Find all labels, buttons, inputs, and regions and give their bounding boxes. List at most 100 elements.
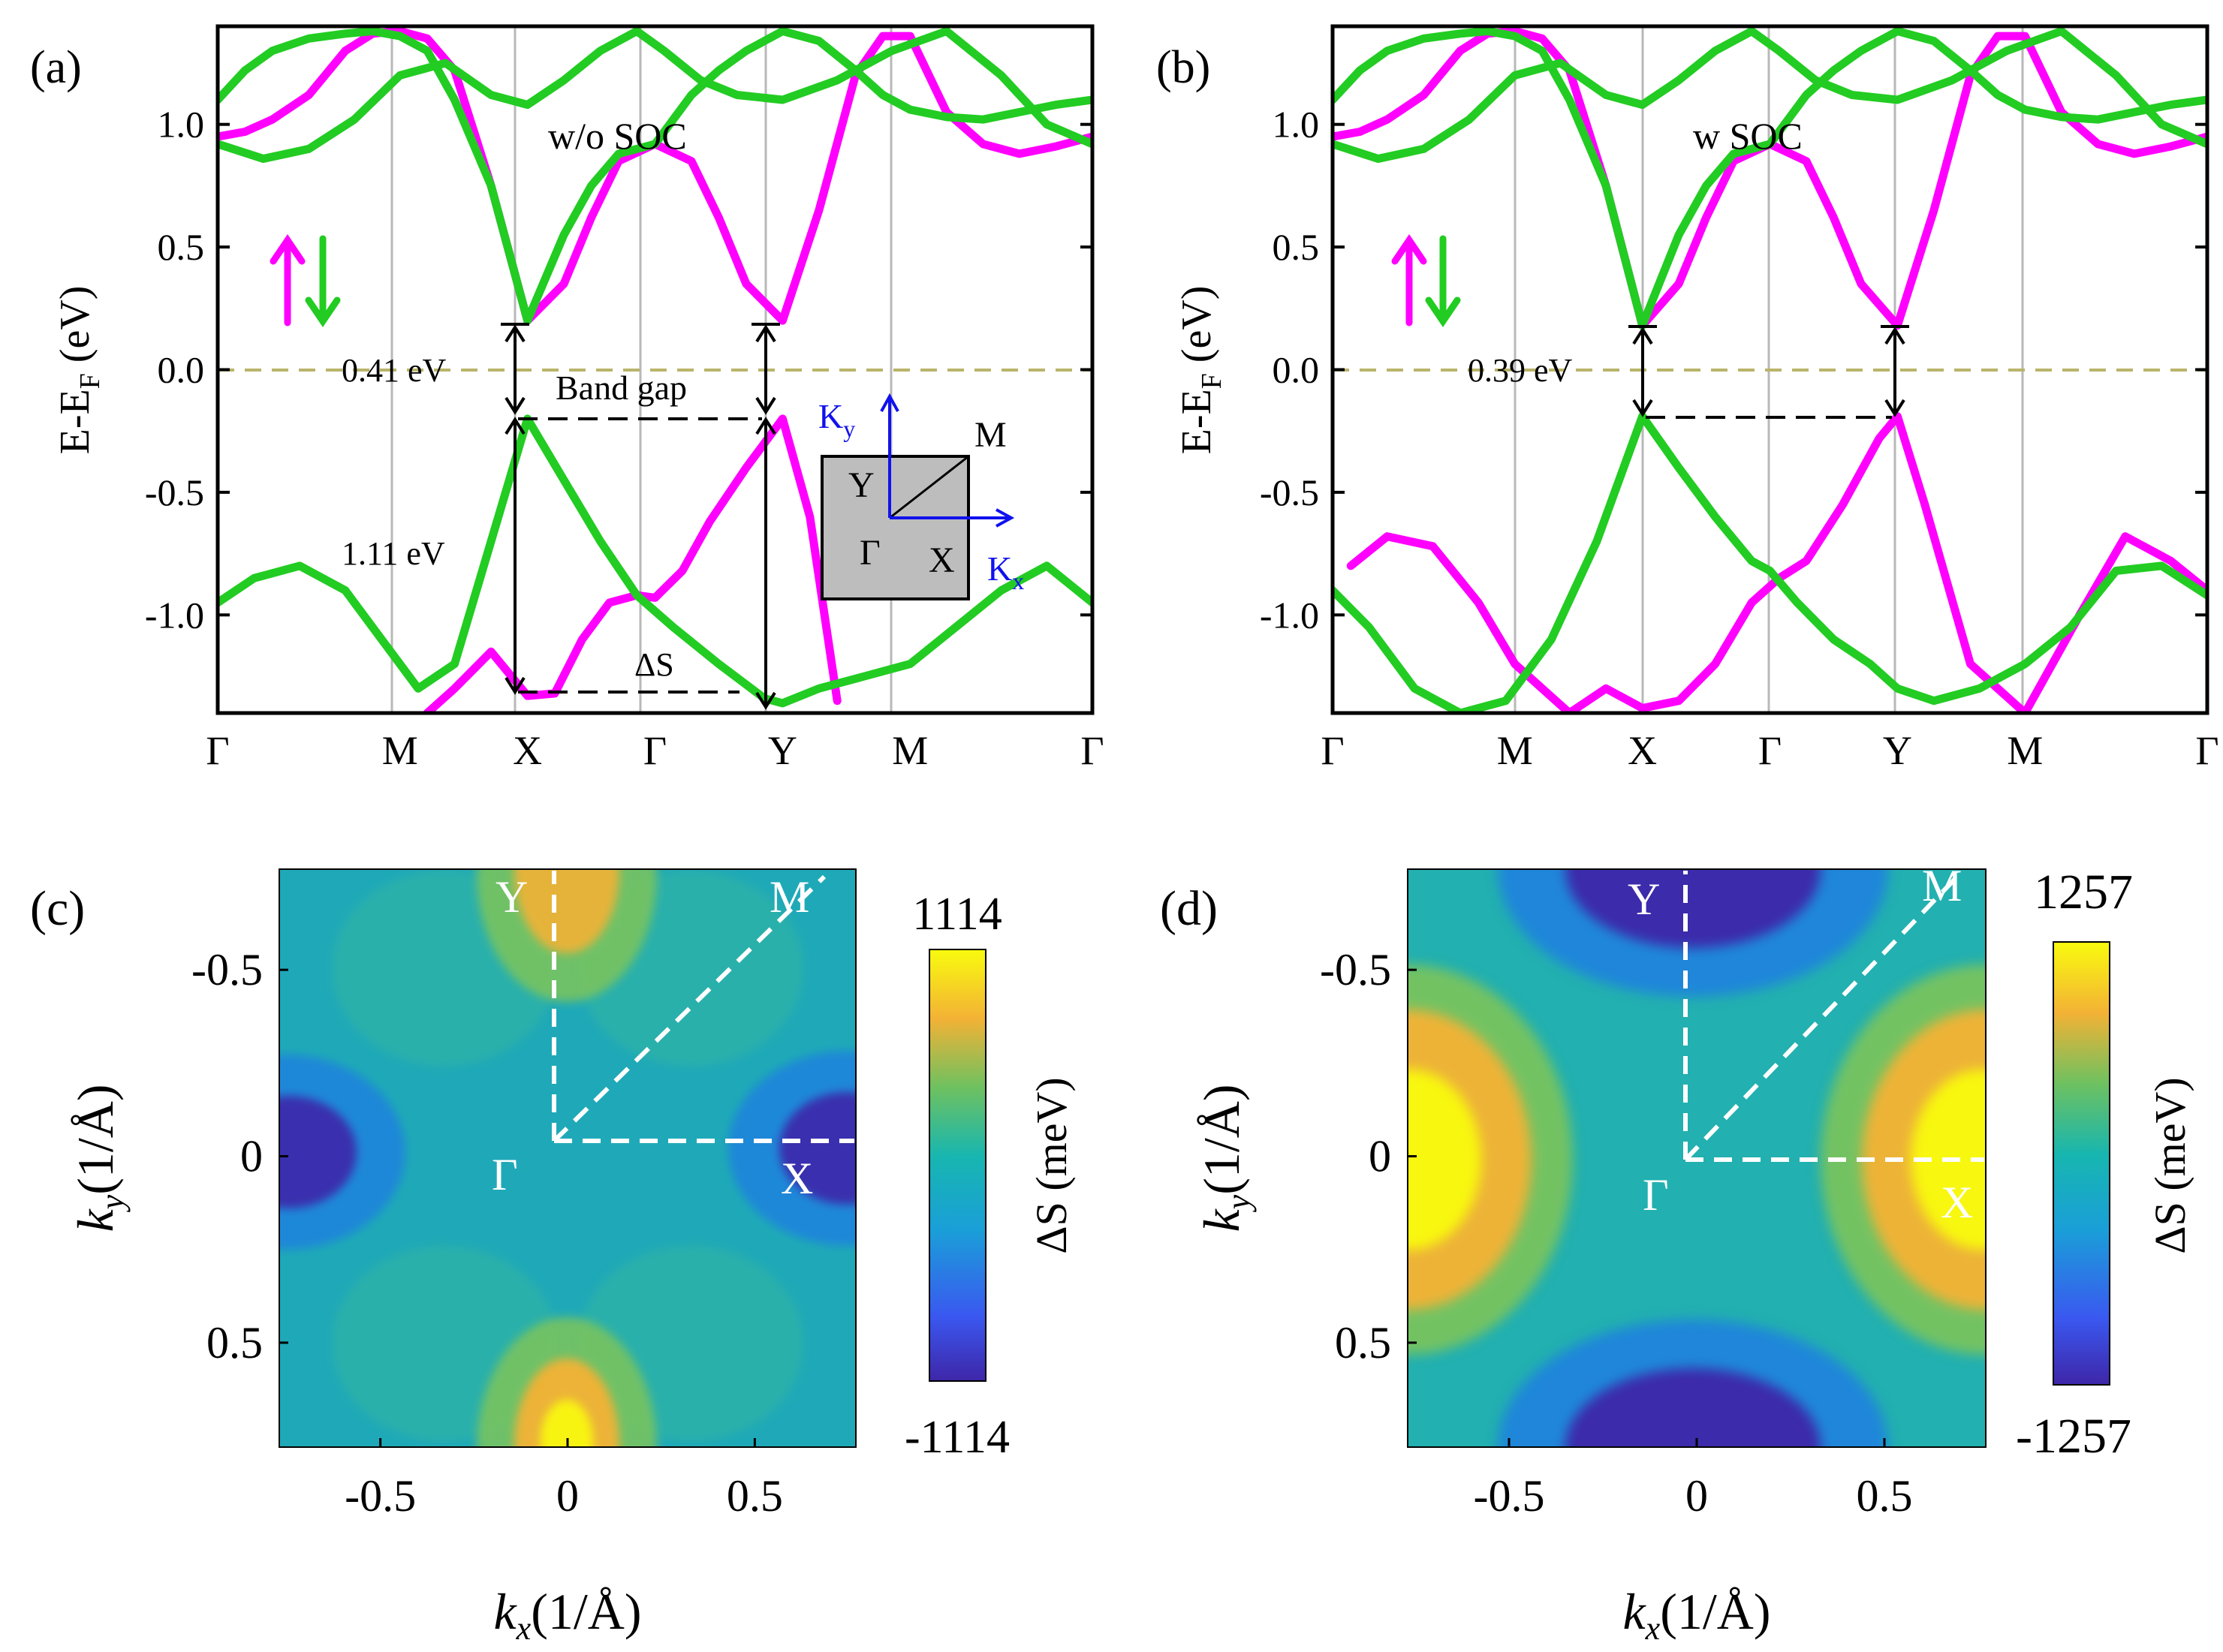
heatmap-features [279, 869, 856, 1447]
y-axis-label: ky(1/Å) [1193, 1084, 1257, 1232]
k-axes [880, 393, 1015, 528]
arrowhead [1884, 399, 1905, 417]
arrowhead [505, 417, 526, 435]
arrowhead [1632, 326, 1653, 345]
x-axis-label: kx(1/Å) [493, 1583, 641, 1647]
arrowhead [1632, 399, 1653, 417]
spin-legend [270, 233, 341, 328]
y-tick-label: 0.5 [158, 226, 205, 268]
inset-axis-kx: Kx [987, 549, 1024, 594]
title: w/o SOC [548, 115, 687, 157]
brillouin-zone-inset: Y M Γ X Ky Kx [818, 393, 1024, 600]
y-tick-label: -0.5 [145, 471, 204, 513]
colorbar-gradient [2053, 941, 2110, 1386]
k-point-label: Γ [1758, 728, 1782, 773]
k-point-label: Γ [1080, 728, 1104, 773]
spin-legend [1391, 233, 1461, 328]
colorbar-min: -1257 [2016, 1409, 2131, 1464]
colorbar-max: 1257 [2034, 865, 2133, 919]
arrowhead [755, 324, 776, 343]
point-m: M [770, 872, 809, 922]
band-down-2 [218, 27, 1092, 325]
band-down-2 [1333, 27, 2207, 330]
k-point-label: Γ [1321, 728, 1344, 773]
panel-label: (c) [30, 881, 85, 936]
heatmap-blob [1565, 1368, 1821, 1447]
k-point-label: X [1628, 728, 1657, 773]
heatmap-blob [514, 869, 619, 953]
heatmap-blob [541, 1400, 593, 1447]
y-tick-label: 0 [240, 1132, 263, 1181]
k-point-label: M [1497, 728, 1533, 773]
spin-down-arrow-icon [305, 235, 341, 328]
x-tick-label: -0.5 [345, 1471, 416, 1521]
delta-s-label: ΔS [634, 646, 674, 683]
high-symmetry-path [1683, 871, 1984, 1162]
band-up-1 [423, 414, 842, 713]
y-axis-label: E-EF (eV) [52, 286, 106, 455]
heatmap-features [1408, 869, 1986, 1447]
point-y: Y [1628, 874, 1660, 924]
y-tick-label: 0.5 [1335, 1318, 1391, 1368]
arrowhead [1884, 326, 1905, 345]
point-y: Y [496, 872, 528, 922]
panel-d: (d) Y M Γ X -0.5 0 0.5-0. [1160, 861, 2194, 1647]
high-symmetry-path [552, 871, 854, 1143]
band-structure [1333, 27, 2207, 713]
x-axis-label: kx(1/Å) [1622, 1583, 1770, 1647]
heatmap-blob [779, 1092, 856, 1205]
arrowhead [505, 324, 526, 343]
point-m: M [1922, 861, 1962, 910]
bz-square [821, 455, 970, 600]
panel-a: (a) 0.41 eV [30, 24, 1104, 773]
panel-label: (b) [1156, 42, 1210, 93]
colorbar-label: ΔS (meV) [2146, 1077, 2194, 1253]
arrowhead [755, 396, 776, 415]
band-structure [218, 27, 1092, 713]
x-tick-label: 0.5 [1857, 1471, 1913, 1521]
heatmap-blob [1565, 869, 1821, 948]
y-tick-label: -1.0 [145, 594, 204, 636]
bz-diagonal [889, 455, 969, 519]
colorbar-min: -1114 [905, 1412, 1010, 1463]
heatmap-blob [477, 1317, 657, 1447]
inset-label-gamma: Γ [860, 533, 881, 573]
x-tick-label: 0 [1685, 1471, 1708, 1521]
gap-value-label: 0.41 eV [342, 352, 447, 389]
gap-value-label: 0.39 eV [1468, 352, 1573, 389]
y-tick-label: 0.5 [1273, 226, 1320, 268]
y-tick-label: -0.5 [1320, 945, 1391, 995]
band-up-0 [218, 27, 1092, 325]
axes: -0.5 0 0.5 -0.5 0 0.5 [1320, 945, 1912, 1521]
k-point-label: Y [768, 728, 797, 773]
y-tick-label: -0.5 [1260, 471, 1319, 513]
inset-label-m: M [974, 415, 1007, 455]
band-gap-label: Band gap [556, 369, 687, 407]
y-tick-label: 1.0 [158, 104, 205, 146]
point-x: X [781, 1154, 813, 1203]
axes: -0.5 0 0.5 -0.5 0 0.5 [191, 945, 783, 1521]
arrowhead [755, 417, 776, 435]
panel-label: (a) [30, 42, 82, 93]
x-tick-label: 0.5 [727, 1471, 783, 1521]
y-tick-label: 1.0 [1273, 104, 1320, 146]
panel-b: (b) 0.39 eV w SOC [1156, 24, 2219, 773]
band-down-3 [218, 414, 1092, 708]
panel-label: (d) [1160, 881, 1218, 936]
heatmap-blob [279, 1096, 357, 1208]
heatmap-blob [1408, 1070, 1481, 1250]
k-point-label: M [382, 728, 418, 773]
x-tick-label: 0 [556, 1471, 579, 1521]
y-tick-label: 0.0 [1273, 349, 1320, 391]
gap-annotations [1628, 325, 1909, 419]
k-point-label: X [513, 728, 542, 773]
k-point-label: M [2007, 728, 2043, 773]
colorbar-gradient [929, 949, 986, 1382]
y-tick-label: 0 [1369, 1132, 1391, 1181]
inset-label-y: Y [848, 465, 875, 505]
colorbar: 1114 -1114 ΔS (meV) [905, 889, 1076, 1463]
k-point-label: Γ [206, 728, 229, 773]
spin-up-arrow-icon [270, 233, 306, 326]
panel-c: (c) Y M Γ [30, 868, 1076, 1647]
